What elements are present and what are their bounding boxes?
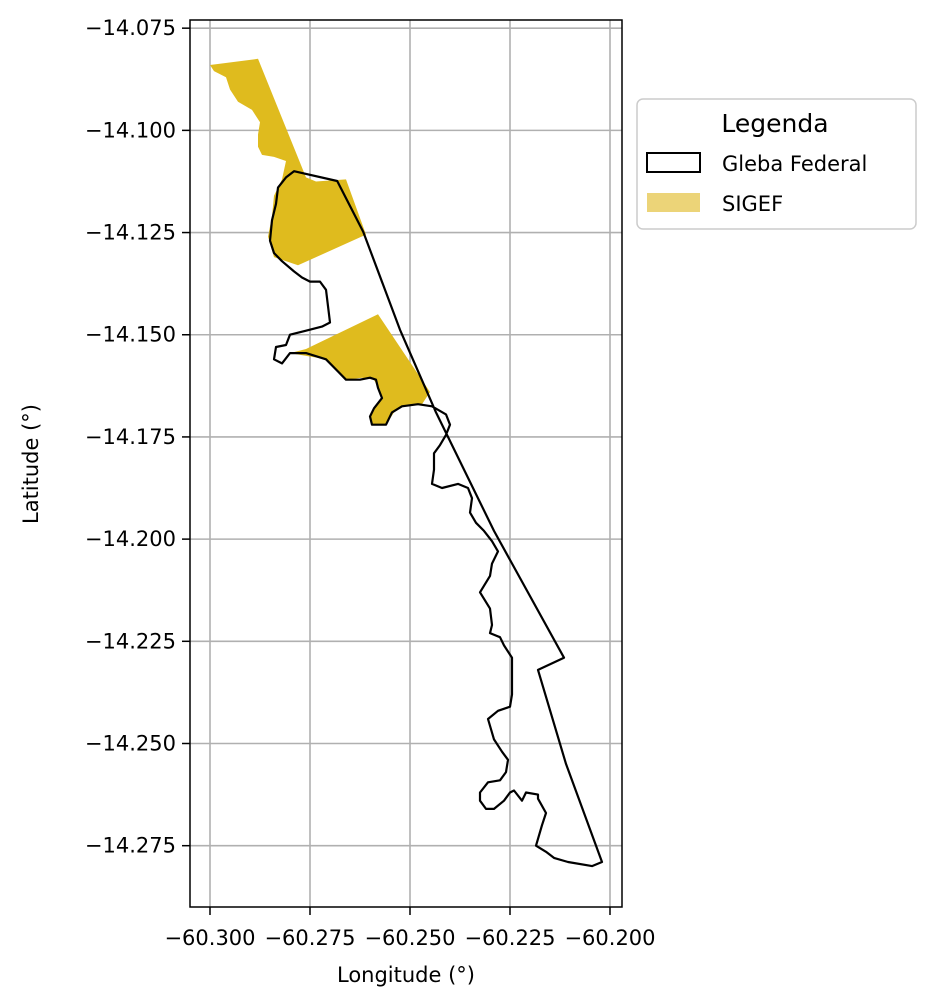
sigef-layer bbox=[210, 58, 430, 425]
sigef-polygon bbox=[210, 58, 366, 266]
legend-box bbox=[636, 98, 917, 230]
y-tick-label: −14.125 bbox=[85, 221, 176, 245]
gleba-federal-polygon bbox=[268, 170, 604, 868]
legend-label-gleba-federal: Gleba Federal bbox=[722, 152, 867, 176]
gleba-federal-layer bbox=[268, 170, 604, 868]
y-tick-label: −14.250 bbox=[85, 731, 176, 755]
legend-label-sigef: SIGEF bbox=[722, 192, 783, 216]
y-tick-label: −14.175 bbox=[85, 425, 176, 449]
x-tick-label: −60.225 bbox=[464, 926, 555, 950]
x-tick-label: −60.200 bbox=[564, 926, 655, 950]
y-tick-label: −14.100 bbox=[85, 118, 176, 142]
legend: Legenda Gleba Federal SIGEF bbox=[636, 98, 917, 230]
y-tick-label: −14.225 bbox=[85, 629, 176, 653]
x-tick-label: −60.275 bbox=[264, 926, 355, 950]
plot-frame bbox=[189, 19, 623, 908]
y-tick-label: −14.275 bbox=[85, 834, 176, 858]
x-axis-ticks: −60.300 −60.275 −60.250 −60.225 −60.200 bbox=[164, 907, 656, 950]
x-tick-label: −60.300 bbox=[164, 926, 255, 950]
x-axis-label: Longitude (°) bbox=[337, 963, 475, 987]
legend-swatch-sigef bbox=[647, 193, 700, 212]
legend-title: Legenda bbox=[721, 109, 828, 138]
y-tick-label: −14.200 bbox=[85, 527, 176, 551]
y-tick-label: −14.075 bbox=[85, 16, 176, 40]
legend-swatch-gleba-federal bbox=[646, 152, 701, 173]
y-axis-label: Latitude (°) bbox=[19, 404, 43, 524]
y-axis-ticks: −14.075 −14.100 −14.125 −14.150 −14.175 −14.2… bbox=[85, 16, 190, 858]
sigef-polygon bbox=[290, 314, 430, 425]
grid-lines bbox=[190, 20, 622, 907]
y-tick-label: −14.150 bbox=[85, 323, 176, 347]
x-tick-label: −60.250 bbox=[364, 926, 455, 950]
